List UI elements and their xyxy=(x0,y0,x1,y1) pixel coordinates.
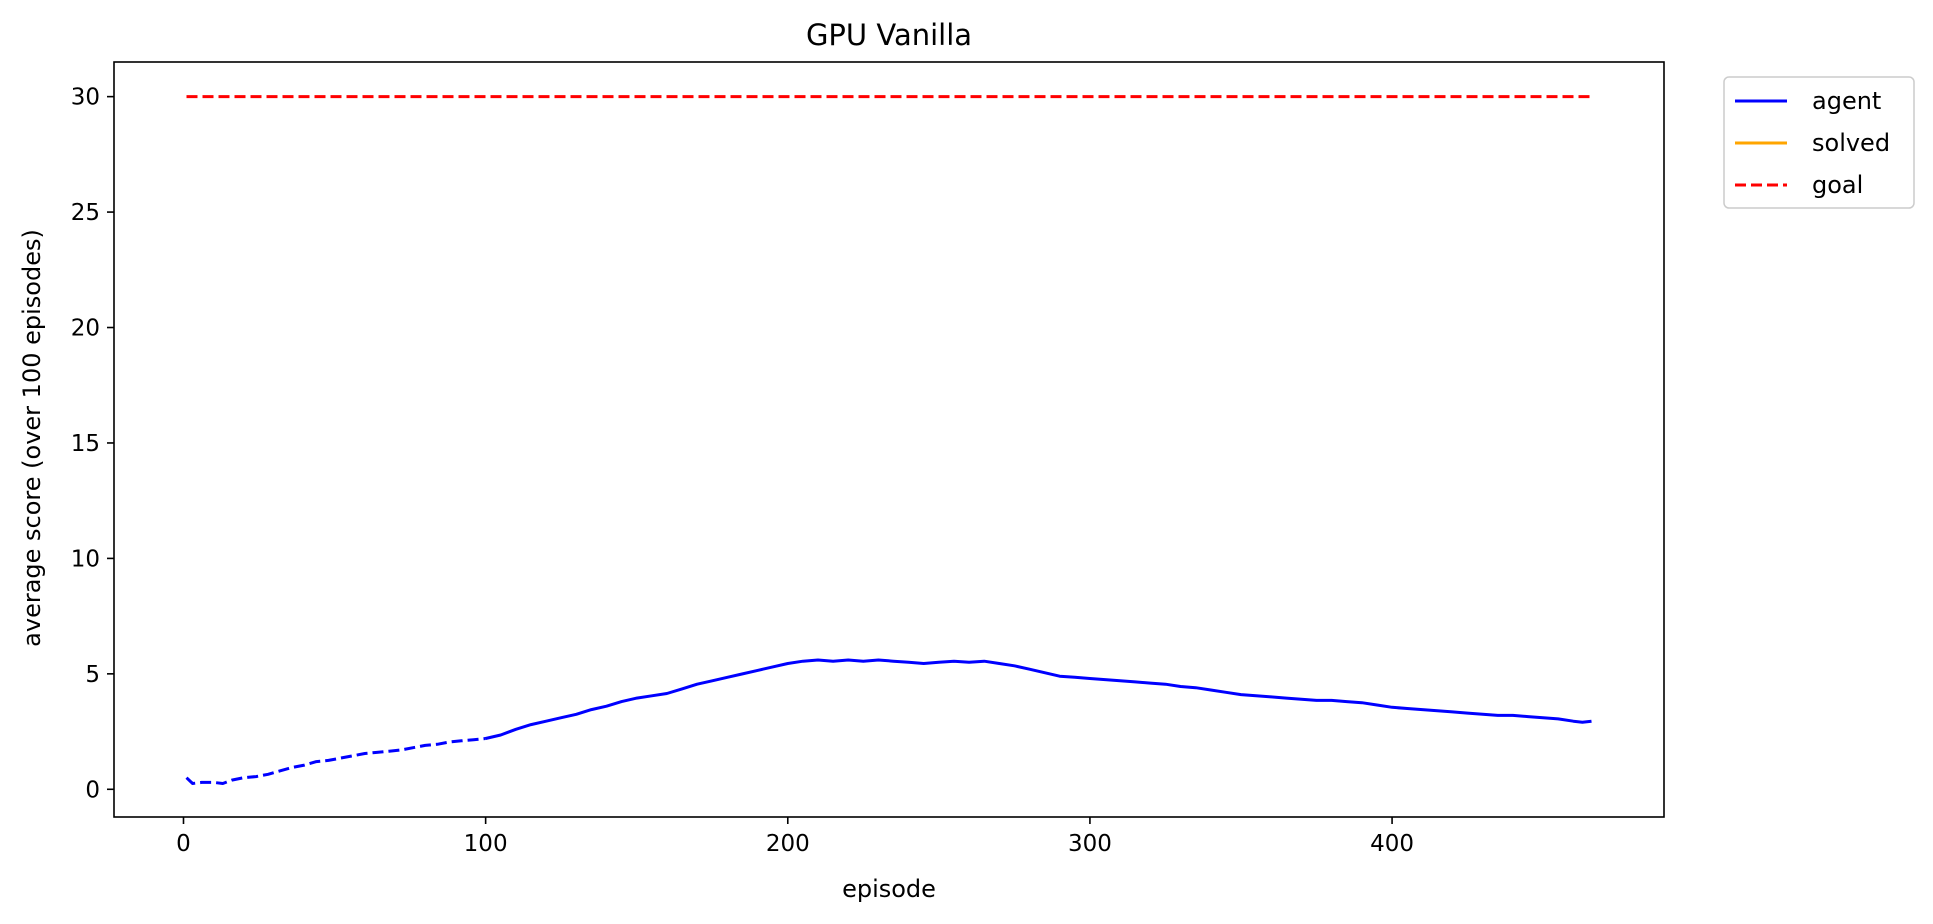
y-axis: 0 5 10 15 20 25 30 xyxy=(71,85,114,803)
y-axis-label: average score (over 100 episodes) xyxy=(18,229,46,647)
series-line-agent-dashed-0 xyxy=(185,737,486,785)
plot-area xyxy=(114,62,1664,817)
x-tick-label: 300 xyxy=(1068,831,1112,857)
y-tick-label: 25 xyxy=(71,200,100,226)
y-tick-label: 0 xyxy=(85,777,100,803)
legend: agent solved goal xyxy=(1723,76,1915,209)
legend-label-agent: agent xyxy=(1812,87,1881,115)
chart-title: GPU Vanilla xyxy=(806,18,972,52)
legend-label-goal: goal xyxy=(1812,171,1863,199)
legend-frame xyxy=(1723,76,1915,209)
series-line-agent-solid-1 xyxy=(485,658,1592,740)
x-tick-label: 400 xyxy=(1370,831,1414,857)
y-tick-label: 10 xyxy=(71,546,100,572)
x-axis: 0 100 200 300 400 xyxy=(176,817,1414,857)
y-tick-label: 15 xyxy=(71,431,100,457)
x-tick-label: 200 xyxy=(766,831,810,857)
y-tick-label: 20 xyxy=(71,316,100,342)
plot-frame xyxy=(113,61,1665,818)
x-axis-label: episode xyxy=(842,875,936,903)
data-layer xyxy=(185,95,1592,785)
x-tick-label: 0 xyxy=(176,831,191,857)
y-tick-label: 30 xyxy=(71,85,100,111)
y-tick-label: 5 xyxy=(85,662,100,688)
legend-label-solved: solved xyxy=(1812,129,1890,157)
x-tick-label: 100 xyxy=(464,831,508,857)
